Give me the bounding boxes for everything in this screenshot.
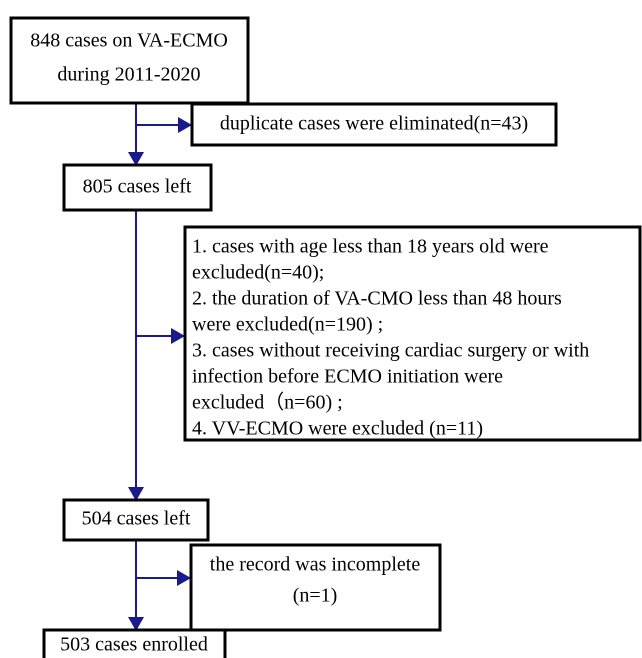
box	[62, 498, 210, 542]
arrow-head	[128, 617, 144, 631]
node-text: excluded(n=40);	[192, 262, 324, 284]
box	[62, 163, 213, 212]
node-text: 1. cases with age less than 18 years old…	[192, 236, 549, 258]
box	[42, 628, 227, 658]
arrow-head	[178, 117, 192, 133]
arrow-head	[171, 328, 185, 344]
node-text: the record was incomplete	[210, 554, 421, 576]
arrow-head	[128, 152, 144, 166]
node-text: 2. the duration of VA-CMO less than 48 h…	[192, 288, 562, 310]
node-text: 805 cases left	[83, 176, 192, 198]
node-text: duplicate cases were eliminated(n=43)	[220, 113, 528, 135]
node-text: 503 cases enrolled	[60, 634, 208, 656]
arrow-head	[128, 487, 144, 501]
node-text: during 2011-2020	[57, 64, 200, 86]
node-text: excluded（n=60) ;	[192, 391, 343, 414]
box	[9, 16, 250, 105]
box	[189, 543, 442, 632]
node-text: 3. cases without receiving cardiac surge…	[192, 340, 589, 362]
node-text: 504 cases left	[82, 508, 191, 530]
node-text: 4. VV-ECMO were excluded (n=11)	[192, 418, 483, 440]
node-text: were excluded(n=190) ;	[192, 314, 383, 336]
node-text: 848 cases on VA-ECMO	[30, 30, 228, 52]
box	[183, 225, 642, 442]
box	[190, 102, 558, 147]
arrow-head	[177, 570, 191, 586]
node-text: (n=1)	[293, 585, 338, 607]
node-text: infection before ECMO initiation were	[192, 366, 503, 388]
